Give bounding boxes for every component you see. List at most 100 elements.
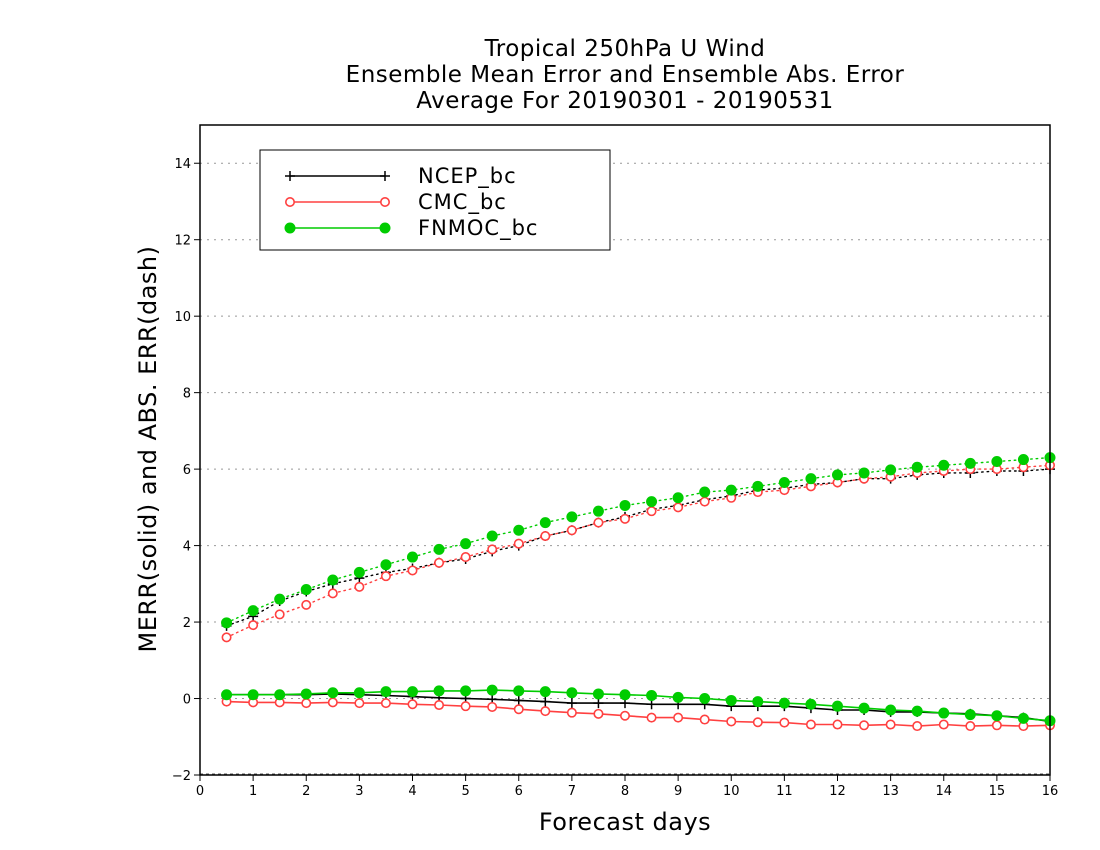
data-point-cmc-bc-abs-err xyxy=(380,571,391,582)
data-point-cmc-bc-merr xyxy=(912,721,923,732)
data-point-cmc-bc-merr xyxy=(859,720,870,731)
data-point-cmc-bc-merr xyxy=(434,700,445,711)
data-point-fnmoc-bc-merr xyxy=(486,684,498,696)
title-line-1: Tropical 250hPa U Wind xyxy=(484,36,766,62)
data-point-fnmoc-bc-abs-err xyxy=(619,499,631,511)
data-point-fnmoc-bc-merr xyxy=(778,697,790,709)
data-point-cmc-bc-abs-err xyxy=(274,609,285,620)
legend-marker xyxy=(284,197,295,208)
data-point-fnmoc-bc-merr xyxy=(885,704,897,716)
data-point-cmc-bc-merr xyxy=(407,699,418,710)
data-point-cmc-bc-abs-err xyxy=(248,620,259,631)
data-point-fnmoc-bc-abs-err xyxy=(699,486,711,498)
data-point-fnmoc-bc-merr xyxy=(221,689,233,701)
data-point-cmc-bc-abs-err xyxy=(566,525,577,536)
data-point-fnmoc-bc-abs-err xyxy=(725,484,737,496)
legend-marker xyxy=(285,171,295,181)
legend-box xyxy=(259,149,611,251)
legend-label-cmc-bc: CMC_bc xyxy=(418,190,507,215)
y-tick-label: 4 xyxy=(183,540,191,555)
data-point-fnmoc-bc-abs-err xyxy=(646,496,658,508)
data-point-fnmoc-bc-merr xyxy=(938,707,950,719)
y-tick-label: 12 xyxy=(174,234,191,249)
data-point-fnmoc-bc-abs-err xyxy=(380,559,392,571)
data-point-cmc-bc-merr xyxy=(779,717,790,728)
series-line-cmc-bc-merr xyxy=(225,700,1051,727)
x-axis-label: Forecast days xyxy=(538,808,712,836)
data-point-fnmoc-bc-merr xyxy=(805,698,817,710)
data-point-fnmoc-bc-abs-err xyxy=(832,469,843,481)
data-point-fnmoc-bc-abs-err xyxy=(991,455,1003,467)
data-point-cmc-bc-merr xyxy=(885,719,896,730)
data-point-cmc-bc-merr xyxy=(513,704,524,715)
data-point-cmc-bc-merr xyxy=(354,698,365,709)
data-point-fnmoc-bc-merr xyxy=(592,688,604,700)
data-point-fnmoc-bc-merr xyxy=(407,686,418,698)
chart-title: Tropical 250hPa U Wind Ensemble Mean Err… xyxy=(0,36,1100,114)
data-point-cmc-bc-merr xyxy=(965,721,976,732)
x-tick-label: 0 xyxy=(196,784,204,799)
data-point-fnmoc-bc-abs-err xyxy=(858,467,870,479)
data-point-ncep-bc-merr xyxy=(513,695,524,706)
data-point-cmc-bc-merr xyxy=(619,710,630,721)
data-point-fnmoc-bc-abs-err xyxy=(247,605,259,617)
x-tick-label: 10 xyxy=(723,784,740,799)
data-point-fnmoc-bc-abs-err xyxy=(274,593,286,605)
data-point-fnmoc-bc-merr xyxy=(247,689,259,701)
data-point-fnmoc-bc-merr xyxy=(300,688,312,700)
data-point-ncep-bc-merr xyxy=(593,698,604,709)
legend-label-fnmoc-bc: FNMOC_bc xyxy=(418,216,538,241)
data-point-cmc-bc-abs-err xyxy=(354,581,365,592)
data-point-fnmoc-bc-abs-err xyxy=(911,461,923,473)
data-point-fnmoc-bc-abs-err xyxy=(592,505,604,517)
legend-marker xyxy=(379,197,390,208)
data-point-fnmoc-bc-merr xyxy=(699,693,711,705)
y-tick-label: 14 xyxy=(174,157,191,172)
data-point-fnmoc-bc-merr xyxy=(460,685,472,697)
data-point-cmc-bc-abs-err xyxy=(699,496,710,507)
data-point-fnmoc-bc-merr xyxy=(964,709,976,721)
data-point-fnmoc-bc-abs-err xyxy=(353,566,365,578)
y-tick-label: 2 xyxy=(183,616,191,631)
data-point-fnmoc-bc-abs-err xyxy=(486,530,498,542)
data-point-fnmoc-bc-abs-err xyxy=(539,517,551,529)
data-point-fnmoc-bc-abs-err xyxy=(460,538,472,550)
x-tick-label: 9 xyxy=(674,784,682,799)
x-tick-label: 4 xyxy=(408,784,416,799)
data-point-cmc-bc-abs-err xyxy=(487,544,498,555)
data-point-cmc-bc-merr xyxy=(380,698,391,709)
data-point-fnmoc-bc-merr xyxy=(539,686,551,698)
data-point-ncep-bc-merr xyxy=(566,698,577,709)
data-point-cmc-bc-merr xyxy=(460,701,471,712)
x-tick-label: 1 xyxy=(249,784,257,799)
data-point-fnmoc-bc-abs-err xyxy=(885,464,897,476)
y-tick-label: 6 xyxy=(183,463,191,478)
x-tick-label: 15 xyxy=(989,784,1006,799)
data-point-fnmoc-bc-abs-err xyxy=(1017,454,1029,466)
data-point-cmc-bc-merr xyxy=(673,712,684,723)
data-point-fnmoc-bc-abs-err xyxy=(805,473,817,485)
data-point-fnmoc-bc-abs-err xyxy=(672,492,684,504)
data-point-cmc-bc-merr xyxy=(646,712,657,723)
data-point-fnmoc-bc-abs-err xyxy=(327,574,339,586)
data-point-cmc-bc-abs-err xyxy=(327,588,338,599)
data-point-cmc-bc-merr xyxy=(540,706,551,717)
title-line-2: Ensemble Mean Error and Ensemble Abs. Er… xyxy=(345,62,905,88)
data-point-fnmoc-bc-abs-err xyxy=(566,511,578,523)
data-point-fnmoc-bc-merr xyxy=(513,685,525,697)
legend-label-ncep-bc: NCEP_bc xyxy=(418,164,517,189)
data-point-cmc-bc-abs-err xyxy=(646,506,657,517)
data-point-fnmoc-bc-abs-err xyxy=(938,459,950,471)
data-point-cmc-bc-merr xyxy=(566,707,577,718)
data-point-fnmoc-bc-merr xyxy=(380,686,392,698)
series-line-fnmoc-bc-abs-err xyxy=(225,456,1051,624)
data-point-cmc-bc-abs-err xyxy=(673,502,684,513)
x-tick-label: 2 xyxy=(302,784,310,799)
data-point-fnmoc-bc-merr xyxy=(353,687,365,699)
data-point-fnmoc-bc-merr xyxy=(327,687,339,699)
data-point-cmc-bc-abs-err xyxy=(593,517,604,528)
data-point-fnmoc-bc-merr xyxy=(991,710,1003,722)
legend-marker xyxy=(379,222,391,234)
data-point-cmc-bc-abs-err xyxy=(460,552,471,563)
